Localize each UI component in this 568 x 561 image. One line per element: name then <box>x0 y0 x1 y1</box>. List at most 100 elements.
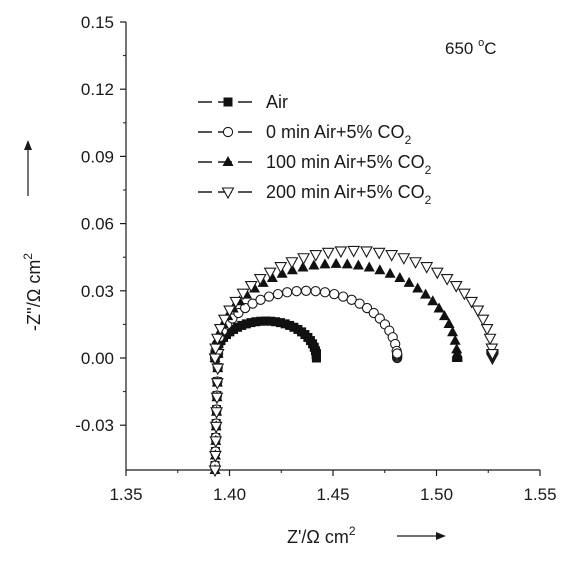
data-point <box>282 287 293 298</box>
plot-frame <box>125 22 540 471</box>
data-point <box>347 245 361 258</box>
x-tick-label: 1.50 <box>420 485 453 504</box>
data-point <box>256 316 266 326</box>
data-point <box>440 273 454 286</box>
data-point <box>291 286 302 297</box>
legend-label: 0 min Air+5% CO2 <box>266 122 412 147</box>
data-point <box>447 326 459 337</box>
data-point <box>209 436 223 449</box>
legend: Air 0 min Air+5% CO2 100 min Air+5% CO2 200… <box>198 92 432 207</box>
data-point <box>352 259 364 270</box>
data-point <box>420 262 434 274</box>
data-point <box>217 314 231 327</box>
data-point <box>374 264 386 275</box>
temperature-annotation: 650 oC <box>445 37 497 58</box>
data-point <box>211 363 225 376</box>
data-point <box>311 349 321 359</box>
data-point <box>397 253 411 265</box>
y-tick-label: 0.09 <box>81 147 114 166</box>
data-point <box>329 288 340 300</box>
data-point <box>297 261 309 272</box>
y-tick-label: -0.03 <box>75 416 114 435</box>
data-point <box>392 348 403 359</box>
data-point <box>297 253 311 265</box>
data-point <box>223 305 236 318</box>
data-point <box>239 302 251 314</box>
data-point <box>274 262 288 274</box>
y-tick-label: 0.12 <box>81 80 114 99</box>
data-point <box>321 247 335 260</box>
data-point <box>255 294 266 305</box>
data-point <box>208 450 222 463</box>
x-axis-label: Z'/Ω cm2 <box>287 524 356 547</box>
data-point <box>210 333 224 346</box>
data-point <box>271 317 281 327</box>
data-point <box>330 257 342 268</box>
data-point <box>449 281 463 293</box>
data-point <box>310 286 321 297</box>
data-point <box>276 267 288 278</box>
x-tick-label: 1.55 <box>523 485 556 504</box>
legend-item: 0 min Air+5% CO2 <box>198 122 412 147</box>
data-point <box>286 264 298 275</box>
data-point <box>261 316 271 326</box>
data-point <box>334 246 348 259</box>
data-point <box>409 257 422 269</box>
data-point <box>363 261 375 272</box>
data-point <box>354 298 365 309</box>
data-point <box>361 302 373 314</box>
data-point <box>209 421 223 434</box>
data-point <box>253 273 267 286</box>
data-point <box>420 288 432 299</box>
legend-item: 100 min Air+5% CO2 <box>198 152 432 177</box>
data-point <box>266 316 276 326</box>
legend-label: 100 min Air+5% CO2 <box>266 152 432 177</box>
data-point <box>427 295 439 306</box>
data-point <box>483 333 497 346</box>
data-series <box>208 245 499 478</box>
x-axis-arrow <box>397 532 446 540</box>
y-axis-label: -Z''/Ω cm2 <box>21 253 44 331</box>
data-point <box>430 267 444 280</box>
y-tick-label: 0.15 <box>81 13 114 32</box>
data-point <box>412 282 424 293</box>
data-point <box>360 246 373 259</box>
y-tick-label: 0.06 <box>81 215 114 234</box>
y-axis-label-group: -Z''/Ω cm2 <box>21 253 44 331</box>
data-point <box>263 291 275 302</box>
data-point <box>236 288 250 301</box>
legend-marker <box>223 97 233 107</box>
data-point <box>403 276 415 287</box>
data-point <box>451 343 463 354</box>
data-point <box>300 285 312 296</box>
y-tick-label: 0.00 <box>81 349 114 368</box>
data-point <box>208 465 222 478</box>
data-point <box>229 296 243 309</box>
x-ticks: 1.35 1.40 1.45 1.50 1.55 <box>109 470 557 504</box>
legend-label: 200 min Air+5% CO2 <box>266 182 432 207</box>
data-point <box>319 258 331 269</box>
data-point <box>485 348 499 361</box>
legend-marker <box>222 126 234 138</box>
data-point <box>210 378 224 390</box>
legend-item: 200 min Air+5% CO2 <box>198 182 432 207</box>
data-point <box>263 267 277 280</box>
data-point <box>246 318 256 328</box>
data-point <box>384 267 396 278</box>
data-point <box>210 407 223 419</box>
series-1 <box>209 285 403 471</box>
data-point <box>385 250 399 262</box>
data-point <box>309 250 323 262</box>
data-point <box>308 259 320 270</box>
data-point <box>372 247 386 260</box>
x-tick-label: 1.35 <box>109 485 142 504</box>
data-point <box>443 318 455 329</box>
data-point <box>209 343 223 356</box>
data-point <box>439 310 451 321</box>
x-tick-label: 1.45 <box>316 485 349 504</box>
data-point <box>394 272 406 283</box>
series-0 <box>210 316 321 471</box>
data-point <box>285 257 299 269</box>
data-point <box>337 291 349 302</box>
